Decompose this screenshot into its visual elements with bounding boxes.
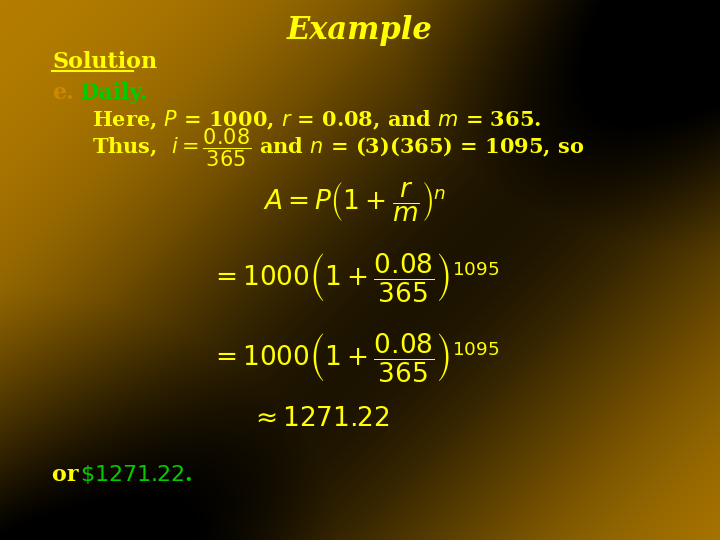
Text: $A = P\left(1+\dfrac{r}{m}\right)^{n}$: $A = P\left(1+\dfrac{r}{m}\right)^{n}$: [264, 180, 446, 224]
Text: $= 1000\left(1+\dfrac{0.08}{365}\right)^{1095}$: $= 1000\left(1+\dfrac{0.08}{365}\right)^…: [210, 252, 500, 305]
Text: Daily.: Daily.: [80, 82, 148, 104]
Text: $\approx 1271.22$: $\approx 1271.22$: [251, 406, 390, 430]
Text: $\$1271.22$.: $\$1271.22$.: [80, 463, 193, 487]
Text: Here, $P$ = 1000, $r$ = 0.08, and $m$ = 365.: Here, $P$ = 1000, $r$ = 0.08, and $m$ = …: [92, 109, 541, 132]
Text: $= 1000\left(1+\dfrac{0.08}{365}\right)^{1095}$: $= 1000\left(1+\dfrac{0.08}{365}\right)^…: [210, 332, 500, 384]
Text: Example: Example: [287, 15, 433, 45]
Text: Solution: Solution: [52, 51, 157, 73]
Text: Thus,  $i = \dfrac{0.08}{365}$ and $n$ = (3)(365) = 1095, so: Thus, $i = \dfrac{0.08}{365}$ and $n$ = …: [92, 127, 584, 169]
Text: or: or: [52, 464, 86, 486]
Text: e.: e.: [52, 82, 73, 104]
